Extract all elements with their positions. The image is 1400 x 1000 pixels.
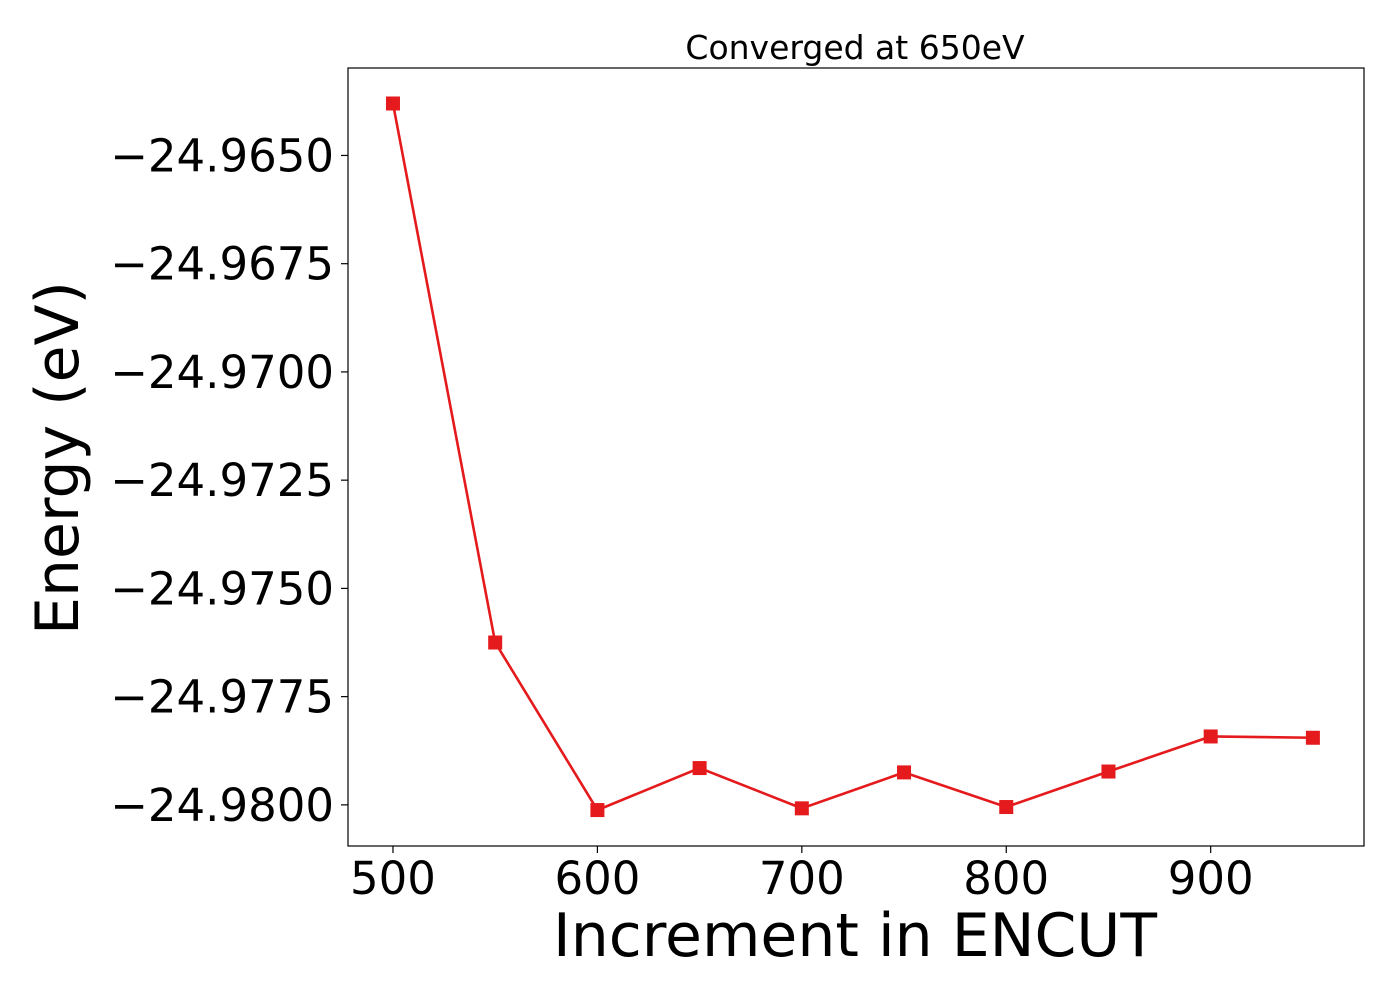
- data-point-marker: [1101, 764, 1116, 779]
- data-point-marker: [488, 635, 503, 650]
- chart-title: Converged at 650eV: [685, 28, 1025, 67]
- y-tick-label: −24.9675: [110, 238, 334, 291]
- x-tick-label: 700: [759, 852, 845, 905]
- y-tick-label: −24.9775: [110, 671, 334, 724]
- x-axis-label: Increment in ENCUT: [553, 901, 1157, 971]
- data-point-marker: [794, 801, 809, 816]
- data-point-marker: [692, 761, 707, 776]
- data-point-marker: [590, 803, 605, 818]
- series-line: [391, 103, 1313, 812]
- data-point-marker: [1203, 729, 1218, 744]
- y-axis-label: Energy (eV): [23, 281, 93, 635]
- data-point-marker: [1305, 730, 1320, 745]
- data-point-marker: [385, 96, 400, 111]
- data-point-marker: [999, 800, 1014, 815]
- series-markers: [385, 96, 1320, 818]
- data-point-marker: [897, 765, 912, 780]
- x-tick-label: 800: [963, 852, 1049, 905]
- x-tick-label: 600: [554, 852, 640, 905]
- y-tick-label: −24.9750: [110, 562, 334, 615]
- y-tick-label: −24.9800: [110, 779, 334, 832]
- y-tick-label: −24.9725: [110, 454, 334, 507]
- y-axis-ticks: −24.9650 −24.9675 −24.9700 −24.9725 −24.9750…: [110, 129, 348, 832]
- x-axis-ticks: 500 600 700 800 900: [350, 846, 1254, 905]
- plot-area-frame: [347, 67, 1365, 847]
- y-tick-label: −24.9700: [110, 346, 334, 399]
- x-tick-label: 900: [1168, 852, 1254, 905]
- x-tick-label: 500: [350, 852, 436, 905]
- y-tick-label: −24.9650: [110, 129, 334, 182]
